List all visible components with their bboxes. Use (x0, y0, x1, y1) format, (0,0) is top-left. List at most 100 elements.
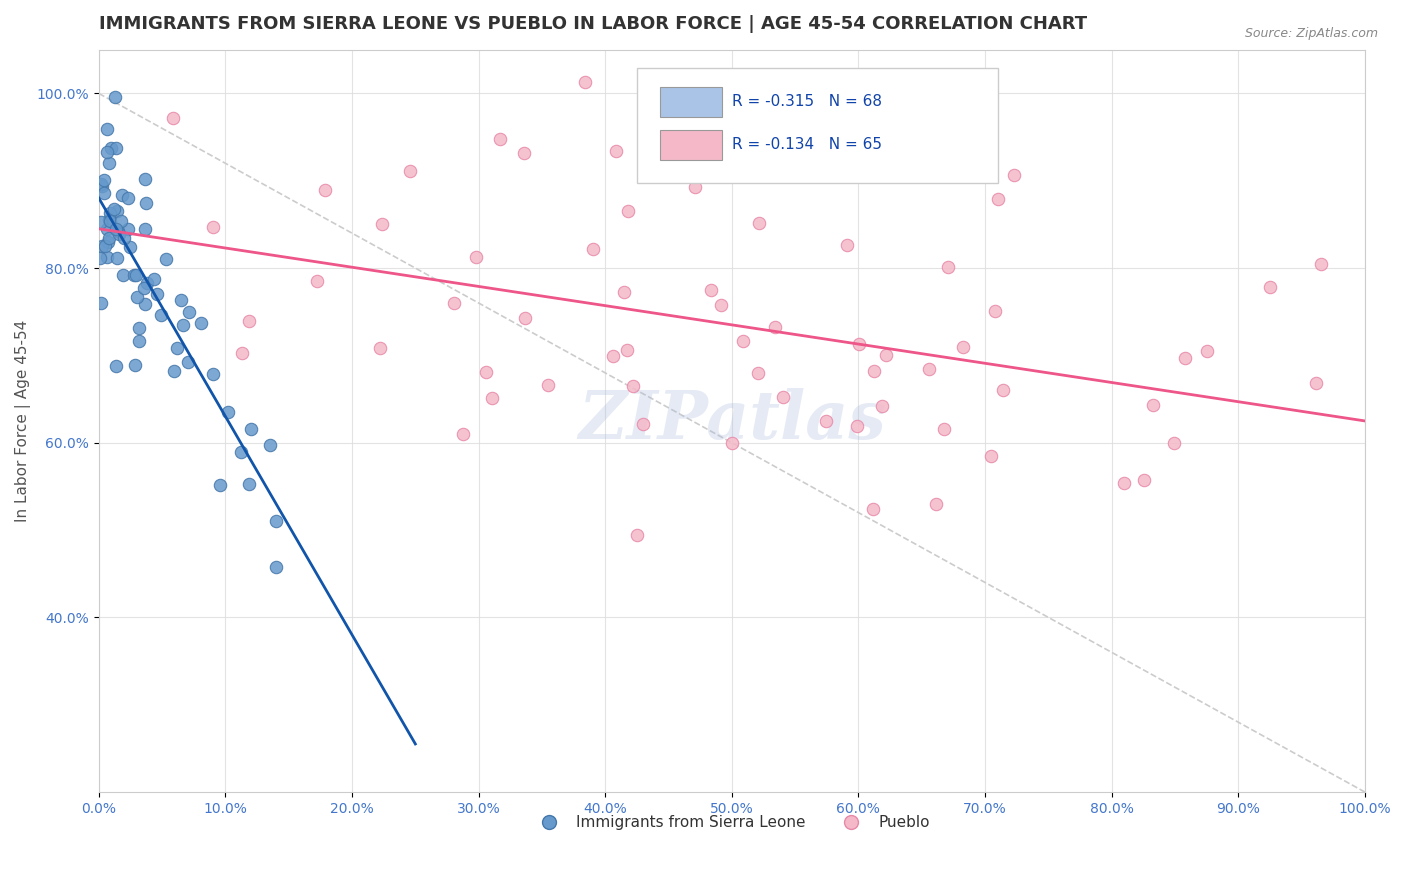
Point (984, 304, 1007, 318)
Point (537, 377, 560, 392)
Point (443, 296, 465, 310)
Legend: Immigrants from Sierra Leone, Pueblo: Immigrants from Sierra Leone, Pueblo (527, 809, 936, 837)
Point (870, 399, 893, 413)
Point (747, 366, 769, 380)
Point (987, 192, 1010, 206)
Point (166, 341, 188, 355)
Point (98, 214, 121, 228)
Point (163, 363, 186, 377)
Text: ZIPatlas: ZIPatlas (578, 388, 886, 453)
FancyBboxPatch shape (637, 69, 998, 184)
Y-axis label: In Labor Force | Age 45-54: In Labor Force | Age 45-54 (15, 319, 31, 522)
Point (631, 417, 654, 432)
Point (91, 239, 114, 253)
Point (925, 497, 948, 511)
Point (1310, 257, 1333, 271)
Point (1197, 344, 1219, 359)
Point (875, 348, 897, 362)
Point (155, 252, 177, 267)
Point (98, 156, 121, 170)
Point (488, 131, 510, 145)
Point (172, 318, 194, 333)
Point (616, 203, 638, 218)
Point (266, 559, 288, 574)
Point (626, 528, 648, 542)
Point (190, 316, 212, 330)
Point (100, 141, 122, 155)
FancyBboxPatch shape (659, 130, 721, 160)
Point (305, 274, 328, 288)
Point (259, 437, 281, 451)
Point (605, 144, 627, 158)
Point (863, 364, 886, 378)
Point (135, 276, 157, 290)
Point (97, 235, 120, 249)
Point (231, 345, 253, 359)
Point (952, 340, 974, 354)
Point (1142, 398, 1164, 412)
Point (122, 268, 145, 282)
Point (748, 216, 770, 230)
Point (104, 222, 127, 236)
Point (616, 343, 638, 357)
Point (128, 320, 150, 334)
Point (124, 359, 146, 373)
Point (125, 290, 148, 304)
Point (217, 405, 239, 419)
Point (371, 217, 394, 231)
Point (700, 283, 723, 297)
Point (89, 251, 111, 265)
Point (1163, 436, 1185, 450)
Point (162, 111, 184, 125)
Point (105, 141, 128, 155)
Point (98, 206, 121, 220)
Point (93, 173, 115, 187)
Point (98, 212, 121, 227)
Point (845, 419, 868, 434)
Point (582, 242, 605, 256)
Point (721, 436, 744, 450)
Point (932, 422, 955, 436)
Point (938, 260, 960, 274)
Point (112, 231, 135, 245)
Point (105, 204, 128, 219)
Point (733, 334, 755, 348)
Point (240, 422, 263, 436)
Point (1258, 280, 1281, 294)
Point (574, 75, 596, 89)
Point (134, 281, 156, 295)
Point (111, 188, 134, 202)
Point (1174, 351, 1197, 366)
Text: Source: ZipAtlas.com: Source: ZipAtlas.com (1244, 27, 1378, 40)
Point (105, 251, 128, 265)
Point (134, 296, 156, 310)
Point (170, 293, 193, 308)
Point (209, 477, 232, 491)
Point (980, 449, 1002, 463)
Point (201, 367, 224, 381)
Point (398, 164, 420, 178)
Point (128, 334, 150, 349)
Point (93, 186, 115, 200)
Point (710, 298, 733, 312)
Point (465, 250, 488, 264)
Point (96, 222, 118, 236)
Point (90, 177, 112, 191)
Point (1305, 376, 1327, 391)
Point (513, 311, 536, 326)
Point (110, 214, 132, 228)
Point (314, 183, 336, 197)
Point (96, 145, 118, 159)
Point (621, 379, 644, 393)
Point (135, 195, 157, 210)
Point (238, 477, 260, 491)
Point (90, 295, 112, 310)
Point (1002, 168, 1025, 182)
Point (103, 202, 125, 216)
Point (94, 239, 117, 253)
Point (835, 237, 858, 252)
Point (1133, 474, 1156, 488)
Point (918, 361, 941, 376)
Point (264, 514, 287, 528)
Point (134, 222, 156, 236)
